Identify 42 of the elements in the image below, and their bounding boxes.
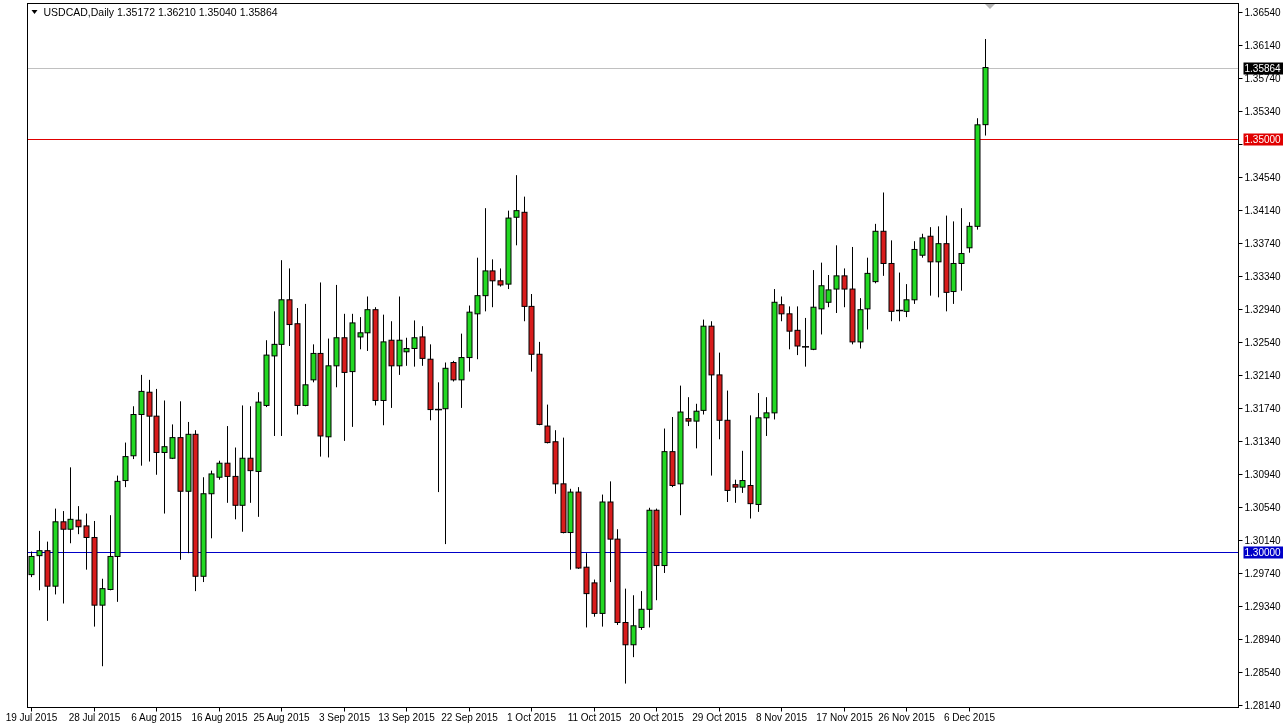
- y-tick-label: 1.35740: [1244, 73, 1282, 84]
- y-tick-label: 1.31740: [1244, 403, 1282, 414]
- x-tick-label: 13 Sep 2015: [378, 711, 436, 723]
- y-tick-label: 1.32540: [1244, 337, 1282, 348]
- y-tick-label: 1.28540: [1244, 667, 1282, 678]
- x-tick-label: 6 Aug 2015: [131, 711, 183, 723]
- y-tick-label: 1.30540: [1244, 502, 1282, 513]
- x-tick-label: 8 Nov 2015: [755, 711, 808, 723]
- x-tick-label: 6 Dec 2015: [943, 711, 996, 723]
- chart-title: USDCAD,Daily 1.35172 1.36210 1.35040 1.35864: [43, 6, 278, 18]
- y-tick-label: 1.28940: [1244, 634, 1282, 645]
- y-tick-label: 1.33740: [1244, 238, 1282, 249]
- y-tick-label: 1.34540: [1244, 172, 1282, 183]
- x-tick-label: 26 Nov 2015: [878, 711, 936, 723]
- y-tick-label: 1.28140: [1244, 700, 1282, 711]
- x-tick-label: 28 Jul 2015: [68, 711, 121, 723]
- y-tick-label: 1.32940: [1244, 304, 1282, 315]
- y-tick-label: 1.35340: [1244, 106, 1282, 117]
- x-tick-label: 22 Sep 2015: [441, 711, 499, 723]
- y-tick-label: 1.29340: [1244, 601, 1282, 612]
- x-tick-label: 16 Aug 2015: [191, 711, 249, 723]
- candlestick: [122, 442, 129, 488]
- x-tick-label: 17 Nov 2015: [816, 711, 874, 723]
- x-tick-label: 25 Aug 2015: [253, 711, 311, 723]
- y-tick-label: 1.30140: [1244, 535, 1282, 546]
- y-tick-label: 1.36140: [1244, 40, 1282, 51]
- y-tick-label: 1.29740: [1244, 568, 1282, 579]
- y-tick-label: 1.32140: [1244, 370, 1282, 381]
- ref-line-label: 1.30000: [1244, 547, 1282, 558]
- x-tick-label: 29 Oct 2015: [692, 711, 748, 723]
- x-tick-label: 19 Jul 2015: [5, 711, 58, 723]
- x-tick-label: 1 Oct 2015: [507, 711, 557, 723]
- y-tick-label: 1.31340: [1244, 436, 1282, 447]
- x-tick-label: 20 Oct 2015: [629, 711, 685, 723]
- y-tick-label: 1.34140: [1244, 205, 1282, 216]
- ref-line-label: 1.35864: [1244, 63, 1282, 74]
- y-tick-label: 1.30940: [1244, 469, 1282, 480]
- x-tick-label: 11 Oct 2015: [567, 711, 622, 723]
- y-tick-label: 1.36540: [1244, 7, 1282, 18]
- y-tick-label: 1.33340: [1244, 271, 1282, 282]
- x-tick-label: 3 Sep 2015: [318, 711, 371, 723]
- ref-line-label: 1.35000: [1244, 134, 1282, 145]
